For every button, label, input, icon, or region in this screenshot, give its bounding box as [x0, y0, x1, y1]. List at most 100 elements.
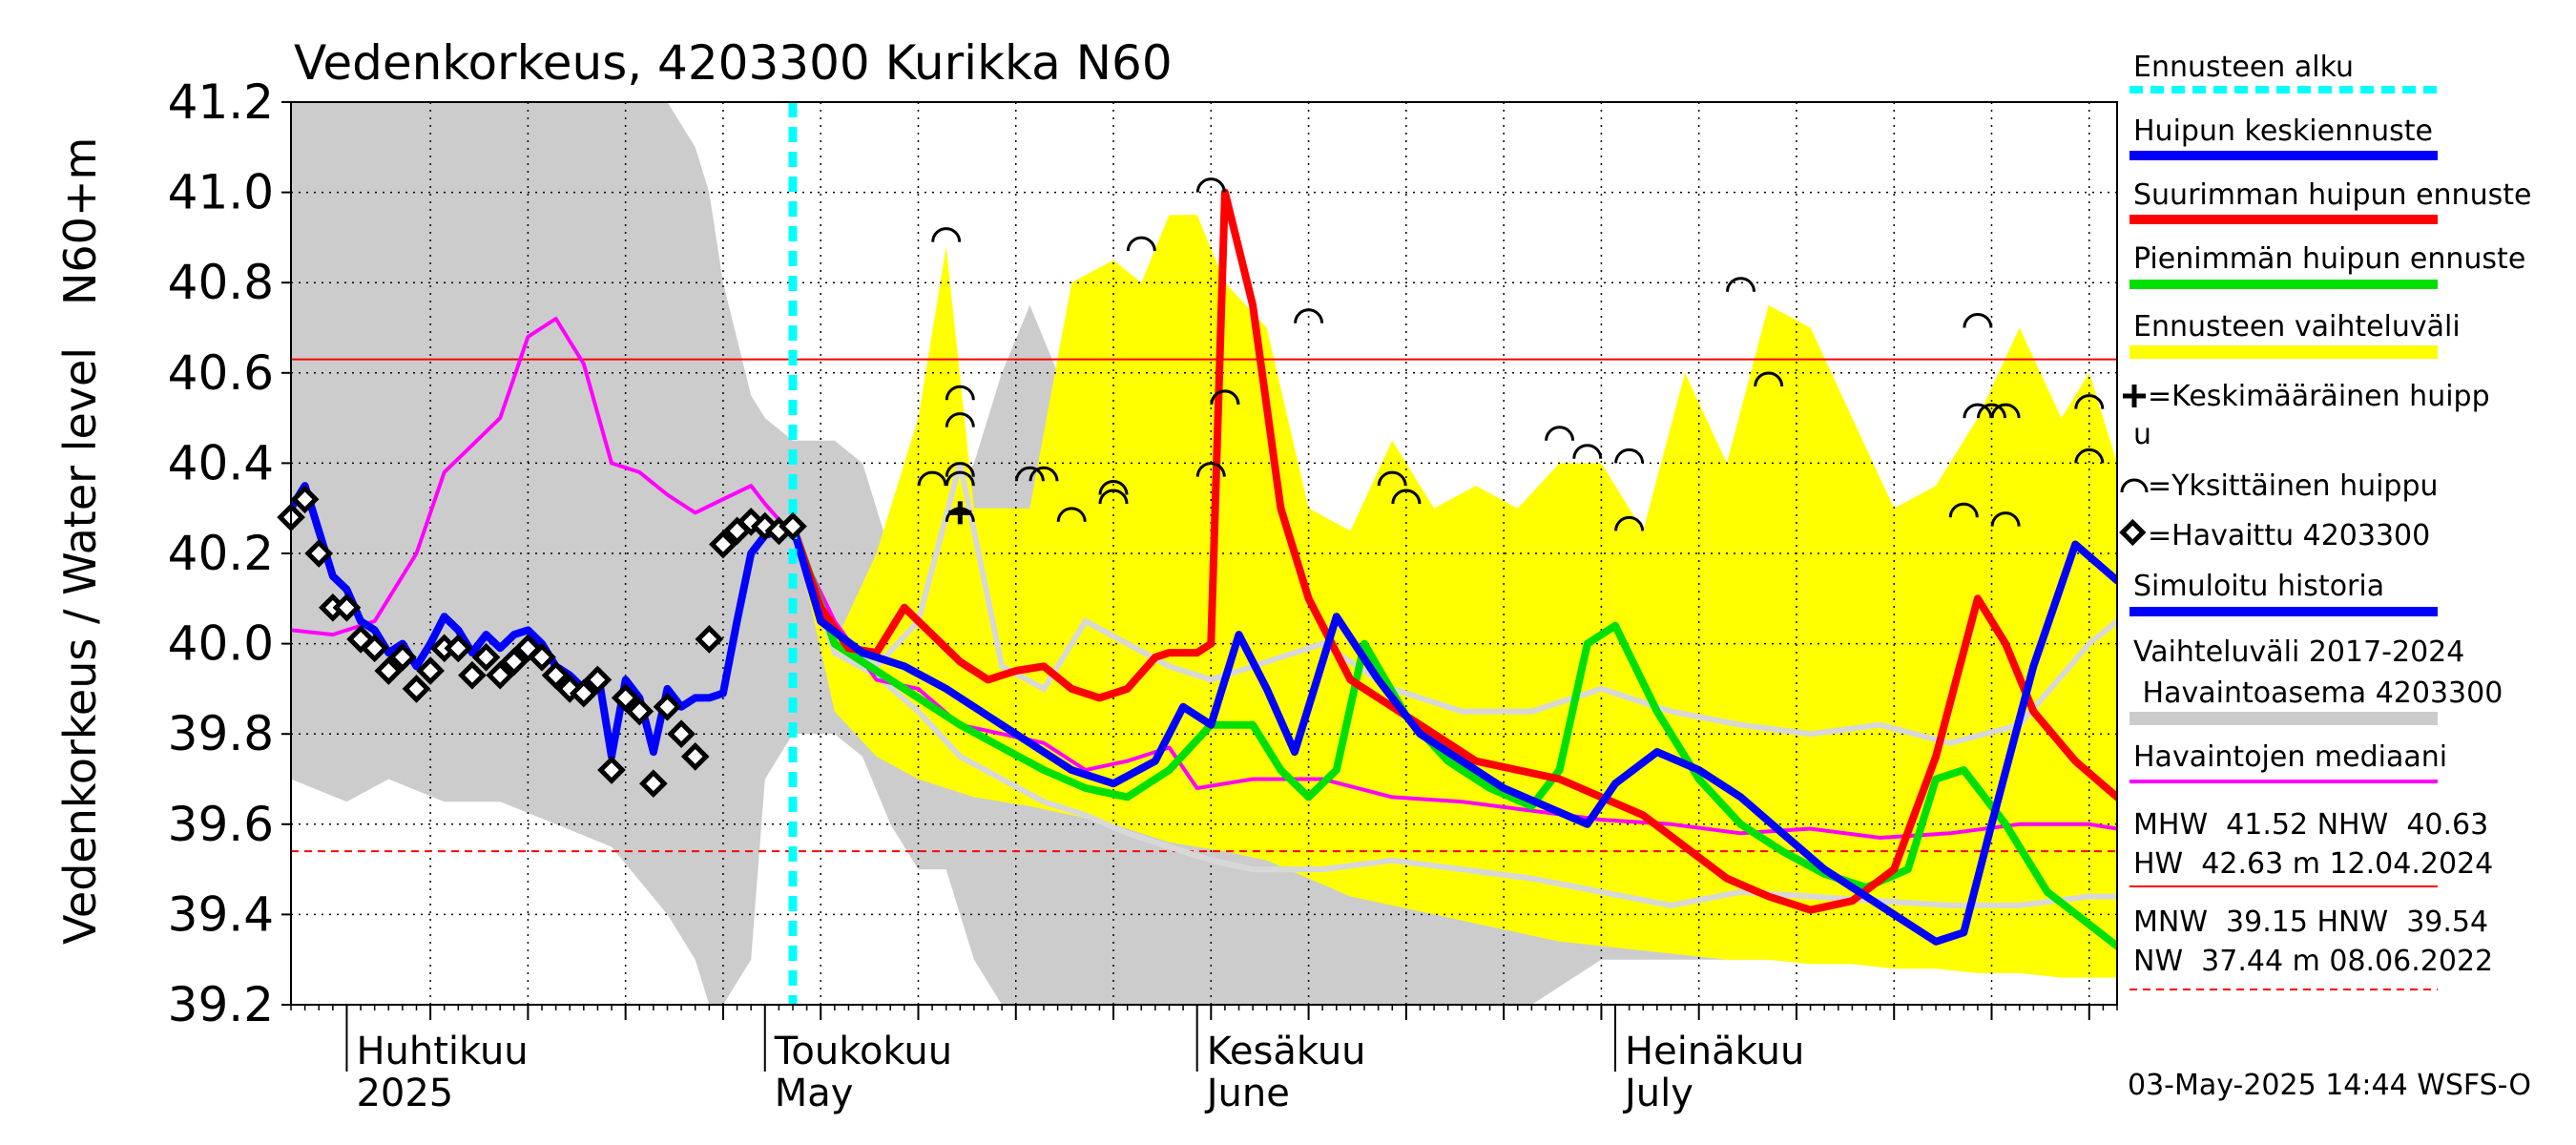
- observed-point: [597, 756, 626, 784]
- legend-single-peak-marker: [2120, 478, 2149, 493]
- y-axis-label: Vedenkorkeus / Water level: [54, 347, 106, 945]
- peak-marker: [1990, 403, 2021, 419]
- legend-swatch-history-range: [2129, 712, 2438, 725]
- legend-stats-hw-1: MHW 41.52 NHW 40.63: [2133, 808, 2488, 842]
- mean-forecast-line: [789, 522, 2117, 946]
- observed-point: [695, 625, 724, 654]
- legend-label-single-peak: =Yksittäinen huippu: [2148, 469, 2439, 503]
- peak-marker: [1391, 489, 1422, 505]
- peak-marker: [931, 227, 962, 242]
- month-label-en: May: [775, 1072, 854, 1115]
- observed-point: [569, 678, 598, 708]
- observed-point: [680, 742, 710, 771]
- observed-point: [471, 642, 501, 672]
- observed-point: [639, 769, 668, 799]
- forecast-range-band: [793, 215, 2117, 978]
- peak-marker: [1210, 389, 1240, 406]
- peak-marker: [1126, 236, 1156, 252]
- observed-point: [486, 660, 515, 690]
- observed-point: [528, 642, 556, 672]
- observed-point: [374, 656, 404, 685]
- legend-observed-marker: [2119, 518, 2147, 547]
- month-label-fi: Heinäkuu: [1625, 1030, 1804, 1073]
- legend-label-forecast-range: Ennusteen vaihteluväli: [2133, 310, 2461, 344]
- peak-marker: [1098, 480, 1129, 495]
- max-forecast-line: [789, 188, 2117, 914]
- observed-point: [444, 634, 473, 663]
- observed-point: [304, 539, 334, 568]
- peak-marker: [945, 412, 975, 427]
- observed-point: [388, 642, 417, 672]
- legend-mean-peak-marker: [2123, 385, 2146, 407]
- y-tick-label: 40.6: [168, 345, 274, 401]
- observed-point: [416, 656, 445, 685]
- y-tick-label: 40.4: [168, 435, 274, 490]
- legend-label-median: Havaintojen mediaani: [2133, 740, 2447, 774]
- y-tick-label: 39.8: [168, 706, 274, 761]
- peak-marker: [1377, 470, 1407, 487]
- month-label-fi: Kesäkuu: [1207, 1030, 1366, 1073]
- peak-marker: [1195, 462, 1226, 477]
- legend-label-max-forecast: Suurimman huipun ennuste: [2133, 178, 2531, 212]
- legend-label-mean-peak-cont: u: [2133, 418, 2151, 451]
- peak-marker: [1014, 466, 1045, 482]
- y-tick-label: 40.2: [168, 526, 274, 581]
- observed-point: [779, 511, 807, 541]
- observed-point: [667, 719, 696, 749]
- month-label-en: July: [1622, 1072, 1693, 1115]
- peak-marker: [945, 470, 975, 487]
- y-axis-unit: N60+m: [54, 137, 106, 305]
- peak-marker: [1754, 371, 1784, 387]
- y-tick-label: 40.8: [168, 255, 274, 310]
- y-tick-label: 41.0: [168, 165, 274, 220]
- observed-point: [332, 593, 362, 622]
- peak-marker: [1294, 308, 1324, 323]
- legend-stats-hw-2: HW 42.63 m 12.04.2024: [2133, 847, 2493, 881]
- peak-marker: [1545, 426, 1575, 441]
- peak-marker: [1056, 507, 1087, 523]
- observed-point: [583, 665, 613, 695]
- peak-marker: [1963, 313, 1993, 328]
- mean-peak-marker: [948, 501, 972, 525]
- footer-timestamp: 03-May-2025 14:44 WSFS-O: [2128, 1069, 2531, 1102]
- chart-title: Vedenkorkeus, 4203300 Kurikka N60: [294, 35, 1173, 91]
- peak-marker: [1028, 466, 1059, 482]
- peak-marker: [1963, 403, 1993, 419]
- month-label-fi: Huhtikuu: [356, 1030, 528, 1073]
- peak-marker: [1098, 489, 1129, 505]
- observed-point: [541, 660, 571, 690]
- peak-marker: [1614, 448, 1645, 464]
- legend-label-forecast-start: Ennusteen alku: [2133, 51, 2354, 84]
- legend-swatch-forecast-range: [2129, 345, 2438, 359]
- observed-point: [290, 485, 320, 514]
- peak-marker: [1572, 444, 1603, 459]
- legend-label-observed: =Havaittu 4203300: [2148, 519, 2430, 552]
- peak-marker: [945, 462, 975, 477]
- y-tick-label: 39.6: [168, 797, 274, 852]
- month-label-en: June: [1204, 1072, 1290, 1115]
- y-tick-label: 40.0: [168, 616, 274, 672]
- observed-point: [499, 647, 529, 677]
- legend-label-min-forecast: Pienimmän huipun ennuste: [2133, 242, 2525, 276]
- peak-marker: [917, 470, 947, 487]
- peak-marker: [1948, 502, 1979, 518]
- peak-marker: [2074, 394, 2105, 409]
- observed-point: [360, 634, 389, 663]
- peak-marker: [1990, 511, 2021, 527]
- peak-marker: [945, 385, 975, 401]
- observed-point: [611, 683, 640, 713]
- observed-point: [625, 697, 654, 726]
- y-tick-label: 41.2: [168, 74, 274, 130]
- y-tick-label: 39.4: [168, 886, 274, 942]
- month-label-fi: Toukokuu: [774, 1030, 952, 1073]
- peak-marker: [1726, 277, 1755, 292]
- legend-stats-nw-1: MNW 39.15 HNW 39.54: [2133, 906, 2488, 939]
- observed-point: [709, 530, 737, 559]
- legend-label-simulated: Simuloitu historia: [2133, 570, 2384, 603]
- peak-marker: [1195, 177, 1226, 193]
- legend: Ennusteen alku Huipun keskiennuste Suuri…: [2119, 51, 2531, 990]
- observed-point: [458, 660, 487, 690]
- peak-marker: [2074, 448, 2105, 464]
- legend-label-history-range-1: Vaihteluväli 2017-2024: [2133, 635, 2464, 669]
